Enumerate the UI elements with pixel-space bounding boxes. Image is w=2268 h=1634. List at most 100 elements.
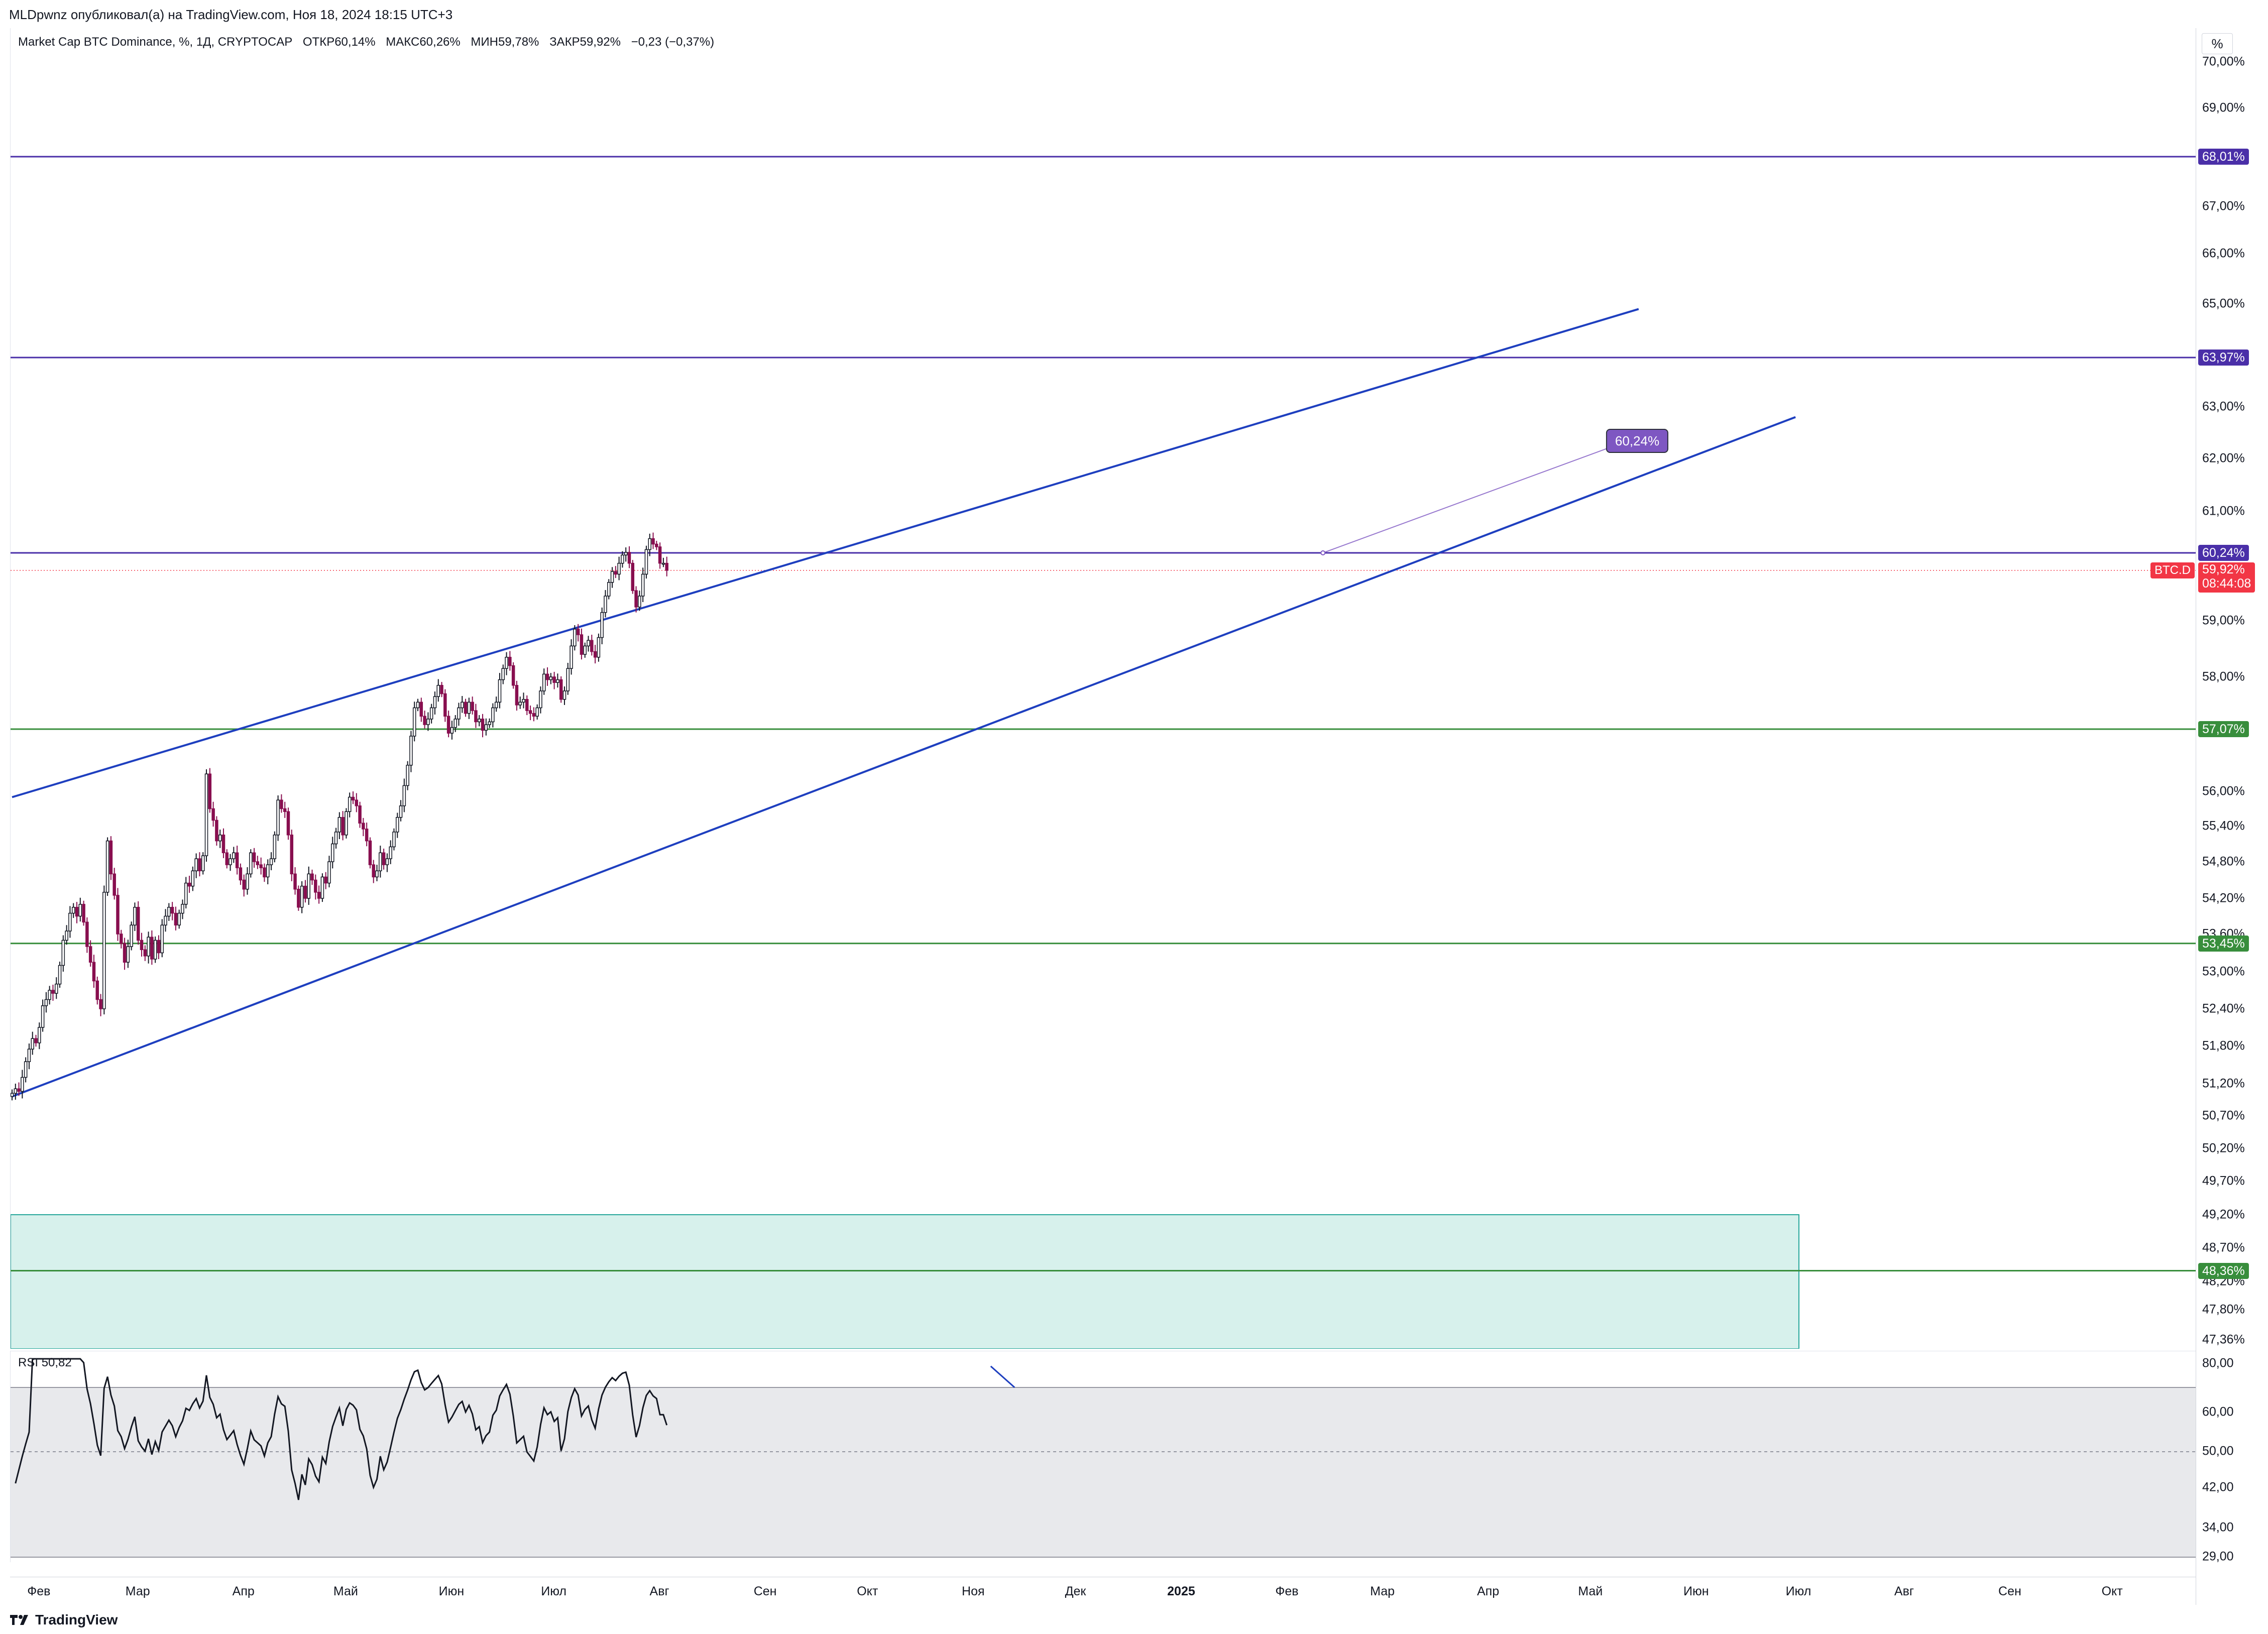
candle-body xyxy=(593,651,597,658)
candle xyxy=(17,1082,21,1096)
rsi-tick: 42,00 xyxy=(2202,1480,2234,1494)
candle xyxy=(412,702,416,742)
rsi-legend: RSI 50,82 xyxy=(18,1356,72,1370)
candle-body xyxy=(324,876,327,884)
candle-body xyxy=(440,685,443,694)
candle-body xyxy=(477,719,481,723)
candle-body xyxy=(471,702,474,711)
candle xyxy=(648,533,651,556)
candle xyxy=(269,852,273,871)
candle-body xyxy=(621,554,624,564)
candle-body xyxy=(143,949,147,957)
tradingview-brand: TradingView xyxy=(35,1612,118,1627)
price-tick: 50,70% xyxy=(2202,1108,2245,1123)
rsi-label[interactable]: RSI xyxy=(18,1356,39,1369)
candle xyxy=(379,846,382,878)
candle-body xyxy=(198,858,201,872)
candle xyxy=(41,999,45,1032)
rsi-chart-svg[interactable] xyxy=(11,1351,2196,1562)
candle-body xyxy=(68,912,72,931)
candle-body xyxy=(406,765,409,786)
legend-symbol[interactable]: Market Cap BTC Dominance, %, 1Д, CRYPTOC… xyxy=(18,35,293,49)
candle-body xyxy=(331,843,334,862)
candle-body xyxy=(167,907,171,917)
candle xyxy=(508,651,512,671)
candle-body xyxy=(450,727,454,734)
candle-body xyxy=(48,990,51,1000)
candle-body xyxy=(576,629,580,635)
candle xyxy=(65,925,68,945)
rsi-pane[interactable] xyxy=(10,1351,2196,1562)
candle-body xyxy=(109,840,113,875)
candle-body xyxy=(177,912,181,926)
price-tick: 55,40% xyxy=(2202,819,2245,833)
candle xyxy=(208,768,212,813)
candle-body xyxy=(147,937,150,957)
candle-body xyxy=(229,858,232,865)
candle xyxy=(259,857,263,875)
candle xyxy=(112,868,116,900)
candle-body xyxy=(174,912,178,926)
publisher-line: MLDpwnz опубликовал(а) на TradingView.co… xyxy=(9,7,453,22)
candle-body xyxy=(78,904,82,917)
candle xyxy=(337,812,342,840)
candle-body xyxy=(375,870,379,878)
legend-high: МАКС60,26% xyxy=(386,35,461,49)
candle xyxy=(351,791,355,804)
candle-body xyxy=(204,773,208,856)
candle xyxy=(389,840,392,864)
candle-body xyxy=(464,702,468,714)
candle-body xyxy=(41,1005,45,1028)
channel-upper-line xyxy=(12,308,1639,798)
candle xyxy=(331,837,334,869)
candle-body xyxy=(600,612,604,638)
candle xyxy=(320,873,324,902)
candle xyxy=(239,863,243,885)
candle-body xyxy=(123,943,127,963)
price-axis[interactable]: 70,00% 69,00% 67,00% 66,00% 65,00% 63,00% 62,0… xyxy=(2196,28,2268,1605)
candle-body xyxy=(150,937,154,960)
candle-body xyxy=(573,629,577,647)
price-label-annotation[interactable]: 60,24% xyxy=(1606,429,1669,453)
last-price-value: 59,92% xyxy=(2202,562,2245,576)
candle xyxy=(590,635,594,656)
candle-body xyxy=(201,855,205,871)
price-label-anchor xyxy=(1320,550,1326,555)
rsi-tick: 60,00 xyxy=(2202,1405,2234,1419)
candle xyxy=(85,917,89,953)
time-axis[interactable]: Фев Мар Апр Май Июн Июл Авг Сен Окт Ноя Дек 2025 Фев… xyxy=(10,1577,2196,1605)
candle xyxy=(68,906,72,938)
price-tick: 65,00% xyxy=(2202,296,2245,311)
candle xyxy=(522,692,525,709)
candle-body xyxy=(443,693,447,717)
time-tick: Май xyxy=(333,1584,358,1598)
candle xyxy=(300,881,304,913)
candle xyxy=(341,811,345,841)
candle xyxy=(484,718,488,736)
candle xyxy=(570,639,573,675)
candle-body xyxy=(559,679,563,700)
candle-body xyxy=(310,873,314,881)
percent-scale-button[interactable]: % xyxy=(2202,33,2233,54)
candle xyxy=(95,976,99,1005)
price-pane[interactable] xyxy=(10,28,2196,1349)
candle-body xyxy=(102,892,106,1009)
candle xyxy=(82,900,85,926)
price-tick: 48,70% xyxy=(2202,1240,2245,1255)
candle-body xyxy=(638,596,641,608)
candle xyxy=(290,830,294,881)
price-chart-svg[interactable] xyxy=(11,28,2196,1349)
candle xyxy=(24,1057,28,1083)
time-tick: Сен xyxy=(1998,1584,2021,1598)
candle xyxy=(402,778,406,812)
candle xyxy=(130,921,133,951)
time-tick: Окт xyxy=(857,1584,878,1598)
candle-body xyxy=(429,707,433,720)
candle xyxy=(477,715,481,727)
rsi-line xyxy=(15,1358,668,1500)
price-tick: 66,00% xyxy=(2202,246,2245,261)
price-tick: 70,00% xyxy=(2202,54,2245,69)
candle xyxy=(235,846,239,875)
candle xyxy=(14,1084,18,1100)
candle xyxy=(501,664,505,684)
